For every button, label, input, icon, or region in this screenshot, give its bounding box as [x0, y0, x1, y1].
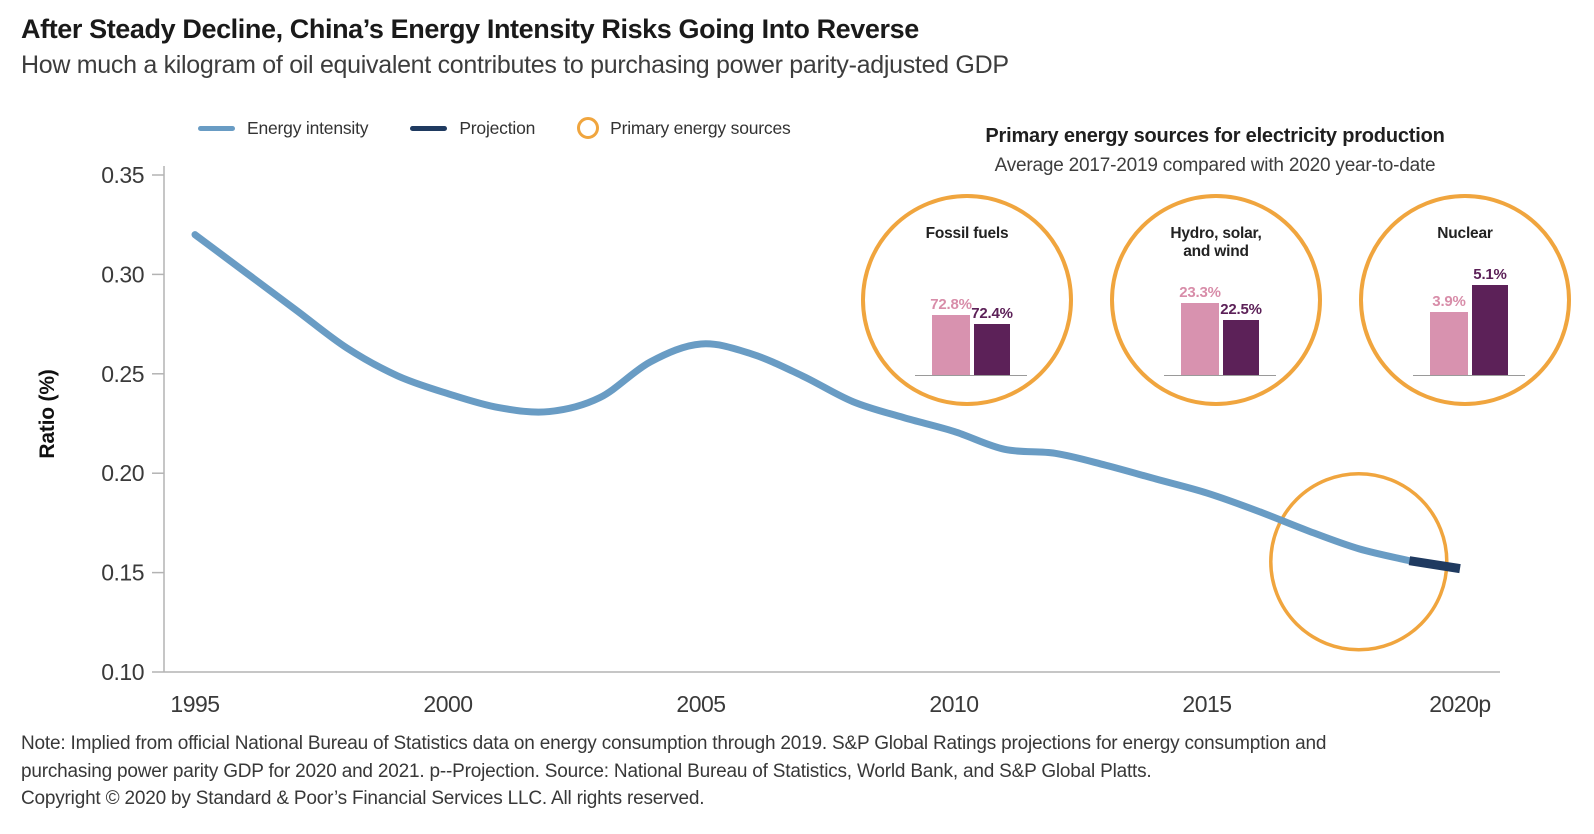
bar-value-nuclear-avg: 3.9% [1432, 293, 1466, 310]
bar-value-nuclear-2020: 5.1% [1473, 266, 1507, 283]
legend-item-projection: Projection [410, 118, 563, 139]
x-tick-label: 2010 [929, 691, 978, 717]
inset-title: Primary energy sources for electricity p… [985, 125, 1445, 147]
bar-hydro-avg: 23.3% [1179, 284, 1221, 375]
x-tick-label: 1995 [170, 691, 219, 717]
inset-subtitle: Average 2017-2019 compared with 2020 yea… [994, 155, 1436, 176]
panel-title-nuclear: Nuclear [1363, 225, 1567, 243]
x-tick-label: 2005 [676, 691, 725, 717]
panel-title-line1: Fossil fuels [925, 225, 1009, 242]
bar-value-fossil-2020: 72.4% [971, 305, 1013, 322]
copyright-text: Copyright © 2020 by Standard & Poor’s Fi… [21, 788, 705, 809]
legend-item-primary-sources: Primary energy sources [577, 117, 818, 139]
inset-circle-nuclear: Nuclear 3.9% 5.1% [1359, 194, 1571, 406]
bar-value-hydro-2020: 22.5% [1220, 301, 1262, 318]
y-tick-label: 0.35 [101, 162, 144, 188]
footnote: Note: Implied from official National Bur… [21, 730, 1326, 786]
mini-chart-baseline [1413, 375, 1525, 376]
y-tick-label: 0.20 [101, 460, 144, 486]
y-tick-label: 0.10 [101, 659, 144, 685]
projection-highlight-ring [1269, 471, 1449, 652]
panel-title-line1: Nuclear [1437, 225, 1493, 242]
orange-ring-icon [577, 117, 600, 139]
page-subtitle: How much a kilogram of oil equivalent co… [21, 51, 1009, 79]
bar-value-fossil-avg: 72.8% [930, 296, 972, 313]
panel-title-line2: and wind [1183, 243, 1249, 260]
bar-fossil-2020: 72.4% [971, 305, 1013, 375]
legend-label-primary-sources: Primary energy sources [610, 117, 791, 138]
x-tick-label: 2015 [1182, 691, 1231, 717]
page-title: After Steady Decline, China’s Energy Int… [21, 14, 919, 44]
inset-circle-fossil-fuels: Fossil fuels 72.8% 72.4% [861, 194, 1073, 406]
bar-value-hydro-avg: 23.3% [1179, 284, 1221, 301]
projection-line-swatch-icon [410, 125, 448, 131]
panel-title-fossil-fuels: Fossil fuels [865, 225, 1069, 243]
y-tick-label: 0.25 [101, 361, 144, 387]
bar-nuclear-2020: 5.1% [1472, 266, 1508, 375]
y-tick-label: 0.15 [101, 560, 144, 586]
mini-chart-baseline [1164, 375, 1276, 376]
chart-legend: Energy intensity Projection Primary ener… [198, 113, 819, 143]
inset-circle-hydro-solar-wind: Hydro, solar, and wind 23.3% 22.5% [1110, 194, 1322, 406]
y-tick-label: 0.30 [101, 261, 144, 287]
bar-nuclear-avg: 3.9% [1430, 293, 1468, 375]
legend-item-energy-intensity: Energy intensity [198, 118, 396, 139]
legend-label-energy-intensity: Energy intensity [247, 117, 369, 138]
x-tick-label: 2000 [423, 691, 472, 717]
projection-line [1408, 556, 1461, 574]
x-tick-label: 2020p [1429, 691, 1490, 717]
legend-label-projection: Projection [459, 117, 536, 138]
panel-title-hydro-solar-wind: Hydro, solar, and wind [1114, 225, 1318, 261]
mini-chart-baseline [915, 375, 1027, 376]
bar-hydro-2020: 22.5% [1220, 301, 1262, 375]
energy-intensity-line [191, 231, 1413, 565]
footnote-line1: Note: Implied from official National Bur… [21, 733, 1327, 754]
energy-intensity-line-swatch-icon [198, 125, 235, 131]
bar-fossil-avg: 72.8% [930, 296, 972, 375]
footnote-line2: purchasing power parity GDP for 2020 and… [21, 761, 1152, 782]
panel-title-line1: Hydro, solar, [1170, 225, 1262, 242]
